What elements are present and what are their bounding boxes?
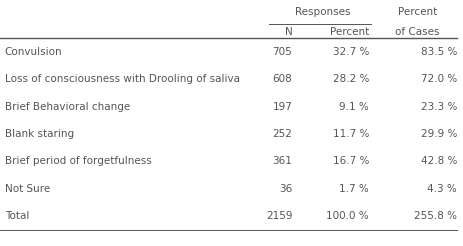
- Text: 72.0 %: 72.0 %: [420, 74, 456, 84]
- Text: Blank staring: Blank staring: [5, 129, 74, 139]
- Text: N: N: [284, 27, 292, 37]
- Text: 705: 705: [272, 47, 292, 57]
- Text: Percent: Percent: [329, 27, 368, 37]
- Text: 361: 361: [272, 156, 292, 167]
- Text: 255.8 %: 255.8 %: [413, 211, 456, 221]
- Text: 42.8 %: 42.8 %: [420, 156, 456, 167]
- Text: 16.7 %: 16.7 %: [332, 156, 368, 167]
- Text: 1.7 %: 1.7 %: [338, 184, 368, 194]
- Text: Not Sure: Not Sure: [5, 184, 50, 194]
- Text: of Cases: of Cases: [394, 27, 439, 37]
- Text: Loss of consciousness with Drooling of saliva: Loss of consciousness with Drooling of s…: [5, 74, 239, 84]
- Text: Percent: Percent: [397, 7, 436, 17]
- Text: Total: Total: [5, 211, 29, 221]
- Text: 29.9 %: 29.9 %: [420, 129, 456, 139]
- Text: Convulsion: Convulsion: [5, 47, 62, 57]
- Text: 9.1 %: 9.1 %: [338, 102, 368, 112]
- Text: 28.2 %: 28.2 %: [332, 74, 368, 84]
- Text: 100.0 %: 100.0 %: [325, 211, 368, 221]
- Text: Responses: Responses: [294, 7, 350, 17]
- Text: 4.3 %: 4.3 %: [426, 184, 456, 194]
- Text: 197: 197: [272, 102, 292, 112]
- Text: Brief period of forgetfulness: Brief period of forgetfulness: [5, 156, 151, 167]
- Text: 83.5 %: 83.5 %: [420, 47, 456, 57]
- Text: 608: 608: [272, 74, 292, 84]
- Text: Brief Behavioral change: Brief Behavioral change: [5, 102, 130, 112]
- Text: 11.7 %: 11.7 %: [332, 129, 368, 139]
- Text: 32.7 %: 32.7 %: [332, 47, 368, 57]
- Text: 252: 252: [272, 129, 292, 139]
- Text: 36: 36: [278, 184, 292, 194]
- Text: 2159: 2159: [265, 211, 292, 221]
- Text: 23.3 %: 23.3 %: [420, 102, 456, 112]
